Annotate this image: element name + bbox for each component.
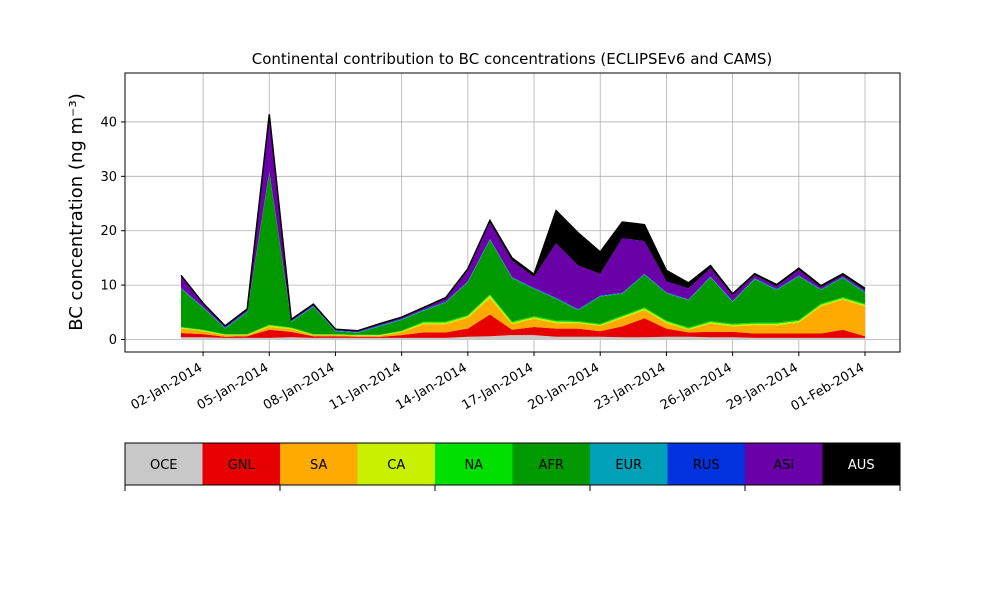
legend-label-afr: AFR <box>539 458 564 473</box>
legend-swatch-rus <box>667 443 745 485</box>
y-tick-label: 40 <box>100 115 117 130</box>
y-axis-label: BC concentration (ng m⁻³) <box>66 93 87 331</box>
area-afr <box>181 172 865 335</box>
legend-label-gnl: GNL <box>228 458 256 473</box>
legend-swatch-aus <box>822 443 900 485</box>
area-gnl <box>181 314 865 338</box>
legend-swatch-eur <box>590 443 668 485</box>
legend-label-asi: ASI <box>773 458 794 473</box>
legend-swatch-oce <box>125 443 203 485</box>
y-tick-label: 20 <box>100 224 117 239</box>
area-sa <box>181 298 865 337</box>
y-tick-label: 0 <box>109 333 117 348</box>
legend-swatch-ca <box>357 443 435 485</box>
legend-label-rus: RUS <box>693 458 720 473</box>
plot-frame <box>124 72 901 353</box>
legend-label-ca: CA <box>387 458 405 473</box>
legend-label-sa: SA <box>310 458 327 473</box>
stacked-area-plot <box>180 114 866 340</box>
area-oce <box>181 335 865 340</box>
legend-label-na: NA <box>464 458 483 473</box>
total-outline <box>180 114 866 332</box>
y-axis: 0 10 20 30 40 <box>100 115 125 348</box>
legend-swatch-na <box>435 443 513 485</box>
legend-label-aus: AUS <box>848 458 875 473</box>
legend-swatch-afr <box>512 443 590 485</box>
legend-label-oce: OCE <box>150 458 178 473</box>
legend-swatch-sa <box>280 443 358 485</box>
y-tick-label: 30 <box>100 170 117 185</box>
legend-swatch-gnl <box>202 443 280 485</box>
y-tick-label: 10 <box>100 279 117 294</box>
legend-frame <box>124 442 901 486</box>
legend-swatch-asi <box>745 443 823 485</box>
legend-label-eur: EUR <box>615 458 642 473</box>
chart-title: Continental contribution to BC concentra… <box>252 50 773 68</box>
legend-colorbar: OCE GNL SA CA NA AFR EUR RUS ASI AUS <box>124 442 901 491</box>
